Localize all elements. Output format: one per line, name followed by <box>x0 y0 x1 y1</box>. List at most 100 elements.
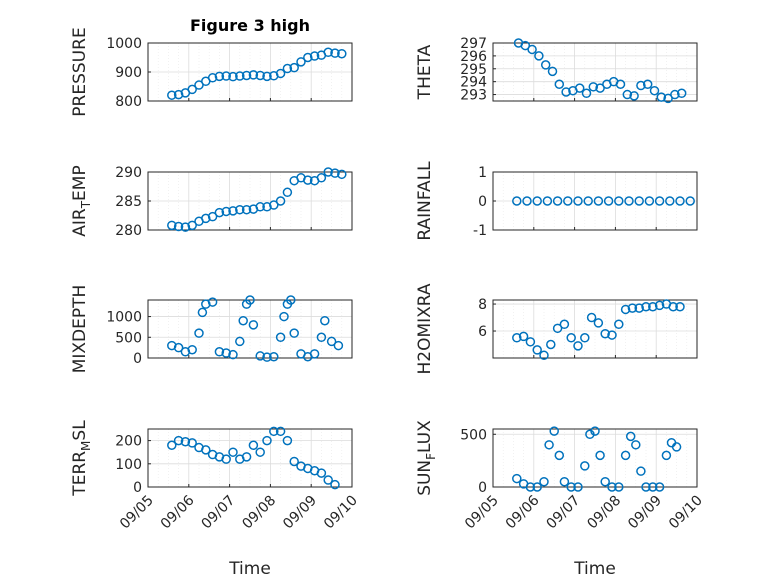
data-point <box>275 68 286 79</box>
data-point <box>559 319 570 330</box>
data-point <box>641 482 651 492</box>
subplot-6: 6 8 H2OMIXRA <box>415 283 698 375</box>
data-point <box>173 89 184 100</box>
data-point <box>625 431 636 442</box>
x-tick-label: 09/09 <box>280 493 320 533</box>
y-axis-label: AIRTEMP <box>70 165 93 236</box>
data-point <box>614 482 624 492</box>
data-point <box>235 71 245 81</box>
data-point <box>580 333 590 343</box>
data-point <box>629 91 639 101</box>
data-point <box>654 300 665 311</box>
data-point <box>214 71 225 82</box>
data-point <box>518 331 529 342</box>
data-point <box>663 93 673 104</box>
x-tick-label: 09/10 <box>321 493 361 533</box>
data-point <box>330 168 340 178</box>
x-tick-label: 09/05 <box>462 493 502 533</box>
data-point <box>573 196 583 206</box>
subplot-7: 0 100 200 TERRMSL 09/05 09/06 09/07 09/08 09/09 0… <box>70 420 361 533</box>
y-tick-label: 296 <box>460 49 487 65</box>
data-point <box>289 62 299 73</box>
y-tick-label: 100 <box>115 457 142 473</box>
y-axis-label: H2OMIXRA <box>415 283 435 374</box>
data-point <box>634 196 644 206</box>
x-tick-label: 09/07 <box>199 493 239 533</box>
data-point <box>221 71 231 81</box>
data-point <box>583 196 593 206</box>
data-point <box>279 311 289 322</box>
y-tick-label: 900 <box>115 65 142 81</box>
data-point <box>167 90 177 100</box>
data-point <box>644 196 655 206</box>
data-point <box>620 304 631 315</box>
data-point <box>671 442 682 452</box>
y-tick-label: 0 <box>133 351 142 367</box>
data-point <box>187 438 197 448</box>
data-point <box>600 328 610 339</box>
data-point <box>559 476 570 487</box>
data-point <box>187 220 197 231</box>
data-point <box>323 47 333 58</box>
data-point <box>275 426 286 437</box>
axes-box <box>147 299 353 359</box>
data-point <box>561 87 571 97</box>
data-point <box>539 476 549 487</box>
data-point <box>614 319 624 330</box>
data-point <box>238 315 248 326</box>
data-point <box>180 222 191 232</box>
data-point <box>173 221 184 232</box>
data-point <box>622 89 633 100</box>
data-point <box>581 88 592 99</box>
data-point <box>228 206 238 216</box>
data-point <box>549 426 559 436</box>
data-point <box>235 336 245 347</box>
data-point <box>303 175 313 185</box>
data-point <box>566 333 576 343</box>
data-point <box>676 88 687 99</box>
data-point <box>636 80 646 91</box>
data-point <box>607 482 617 492</box>
data-point <box>262 71 272 82</box>
y-tick-label: 6 <box>478 324 487 340</box>
data-point <box>214 207 225 218</box>
data-point <box>255 202 265 212</box>
data-point <box>554 450 565 461</box>
y-tick-label: 280 <box>115 223 142 239</box>
y-axis-label: TERRMSL <box>70 420 93 497</box>
y-tick-label: 0 <box>478 480 487 496</box>
x-tick-label: 09/07 <box>544 493 584 533</box>
data-point <box>241 70 252 81</box>
data-point <box>269 426 279 437</box>
data-point <box>614 196 624 206</box>
data-point <box>201 213 211 224</box>
data-point <box>624 196 634 206</box>
data-point <box>228 349 238 360</box>
data-point <box>173 342 184 353</box>
data-point <box>532 196 542 206</box>
data-point <box>525 482 536 492</box>
data-point <box>532 345 542 355</box>
axes-box <box>147 428 353 488</box>
data-point <box>333 340 344 351</box>
data-point <box>173 435 184 446</box>
x-tick-label: 09/06 <box>158 492 198 532</box>
data-point <box>641 301 651 312</box>
data-point <box>586 312 597 323</box>
data-point <box>522 196 532 206</box>
data-point <box>675 196 685 206</box>
data-point <box>520 40 531 51</box>
data-point <box>631 440 641 450</box>
data-point <box>642 79 653 89</box>
data-point <box>221 454 231 464</box>
data-point <box>607 330 617 340</box>
data-point <box>668 301 678 312</box>
data-point <box>326 336 337 347</box>
subplot-3: 280 285 290 AIRTEMP <box>70 165 353 239</box>
subplot-1: 800 900 1000 PRESSURE <box>70 27 353 117</box>
data-point <box>201 445 211 455</box>
y-tick-label: 0 <box>478 194 487 210</box>
data-point <box>595 83 605 93</box>
